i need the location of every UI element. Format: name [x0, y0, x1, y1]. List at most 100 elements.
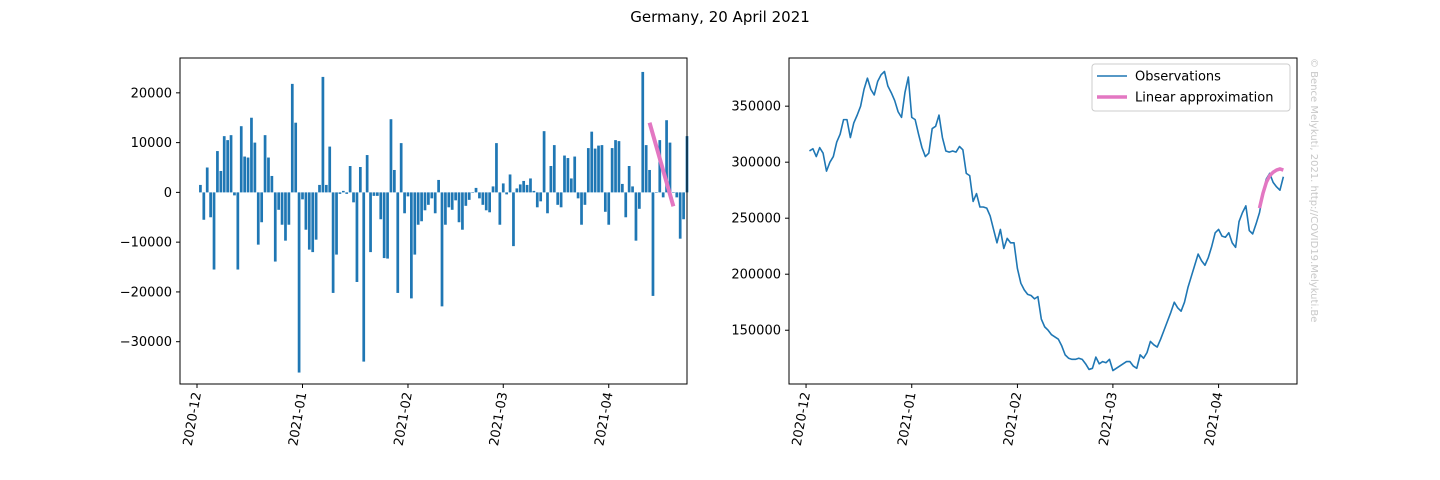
bar [668, 142, 672, 193]
bar [413, 192, 417, 255]
bar [328, 146, 332, 193]
x-axis: 2020-12 2021-01 2021-02 2021-03 2021-04 [181, 384, 617, 447]
bar [515, 188, 519, 193]
legend-label: Observations [1135, 70, 1221, 85]
bar [454, 192, 457, 201]
bar [603, 192, 607, 212]
bar [290, 83, 294, 193]
bar [658, 140, 662, 193]
bar [631, 186, 634, 193]
bar [331, 192, 335, 293]
bar [219, 170, 223, 193]
bar [379, 192, 383, 220]
bar [352, 192, 355, 203]
bar [270, 175, 274, 193]
bar [614, 140, 617, 193]
bar [481, 192, 485, 205]
bar [440, 192, 444, 307]
bar [675, 192, 679, 198]
bar [314, 192, 318, 240]
y-tick-label: 200000 [731, 268, 781, 283]
bar [389, 119, 393, 193]
y-tick-label: 350000 [731, 100, 781, 115]
observations-line [809, 70, 1285, 372]
bar [501, 183, 505, 193]
bar [263, 135, 267, 193]
x-tick-label: 2021-02 [1001, 391, 1025, 447]
bar [246, 157, 250, 193]
y-tick-label: 250000 [731, 212, 781, 227]
bar [233, 192, 236, 196]
bar [375, 192, 379, 196]
bar [294, 122, 298, 193]
bar [202, 192, 206, 220]
bar [478, 192, 481, 199]
legend-label: Linear approximation [1135, 91, 1273, 106]
bar [529, 178, 532, 193]
series-lines-group [809, 70, 1285, 372]
bar [620, 183, 624, 193]
y-tick-label: 20000 [131, 86, 172, 101]
bar [403, 192, 406, 214]
bar [433, 192, 437, 214]
bar [518, 184, 522, 193]
bar [641, 71, 645, 193]
bar [222, 136, 226, 193]
bar [471, 192, 474, 193]
x-tick-label: 2021-04 [592, 391, 616, 447]
bar [345, 192, 349, 194]
bar [644, 145, 648, 193]
bar [338, 192, 342, 194]
bar [610, 148, 614, 193]
bar [372, 192, 376, 196]
bar [284, 192, 287, 241]
linear-approximation-line [1257, 167, 1284, 209]
bar [209, 192, 212, 218]
bar [280, 192, 284, 225]
bar [617, 141, 621, 193]
bar [243, 156, 247, 193]
bar [348, 166, 352, 193]
bar [318, 184, 321, 193]
x-tick-label: 2021-03 [1097, 391, 1121, 447]
bar [590, 131, 594, 193]
bar [369, 192, 372, 253]
y-tick-label: −30000 [120, 335, 172, 350]
bar [484, 192, 488, 211]
bar [226, 140, 229, 193]
bar [239, 126, 243, 193]
bar [427, 192, 430, 205]
bar [532, 190, 536, 193]
bar [576, 192, 580, 199]
bar [287, 192, 291, 225]
bar [461, 192, 464, 230]
bar [362, 192, 366, 362]
bar [678, 192, 682, 239]
x-axis: 2020-12 2021-01 2021-02 2021-03 2021-04 [790, 384, 1227, 447]
bar [410, 192, 413, 299]
y-tick-label: 10000 [131, 136, 172, 151]
bar [627, 166, 631, 193]
bar [535, 192, 539, 208]
bar [365, 155, 369, 193]
bar [423, 192, 427, 211]
bar [569, 178, 573, 193]
bar [450, 192, 454, 210]
bar [464, 192, 468, 206]
bar [563, 155, 566, 193]
bar [250, 117, 253, 193]
bar [444, 192, 447, 225]
legend-box [1091, 63, 1291, 112]
bar [566, 158, 570, 193]
bar [253, 142, 257, 193]
bar [672, 192, 675, 193]
bar [297, 192, 301, 373]
bar [205, 167, 209, 193]
x-tick-label: 2021-02 [392, 391, 416, 447]
bar [624, 192, 628, 218]
x-tick-label: 2021-01 [895, 391, 919, 447]
y-axis: −30000 −20000 −10000 0 10000 20000 [120, 86, 180, 350]
bar [341, 190, 345, 193]
credit-text: © Bence Melykuti, 2021. http://COVID19.M… [1308, 58, 1319, 322]
bar [256, 192, 260, 245]
